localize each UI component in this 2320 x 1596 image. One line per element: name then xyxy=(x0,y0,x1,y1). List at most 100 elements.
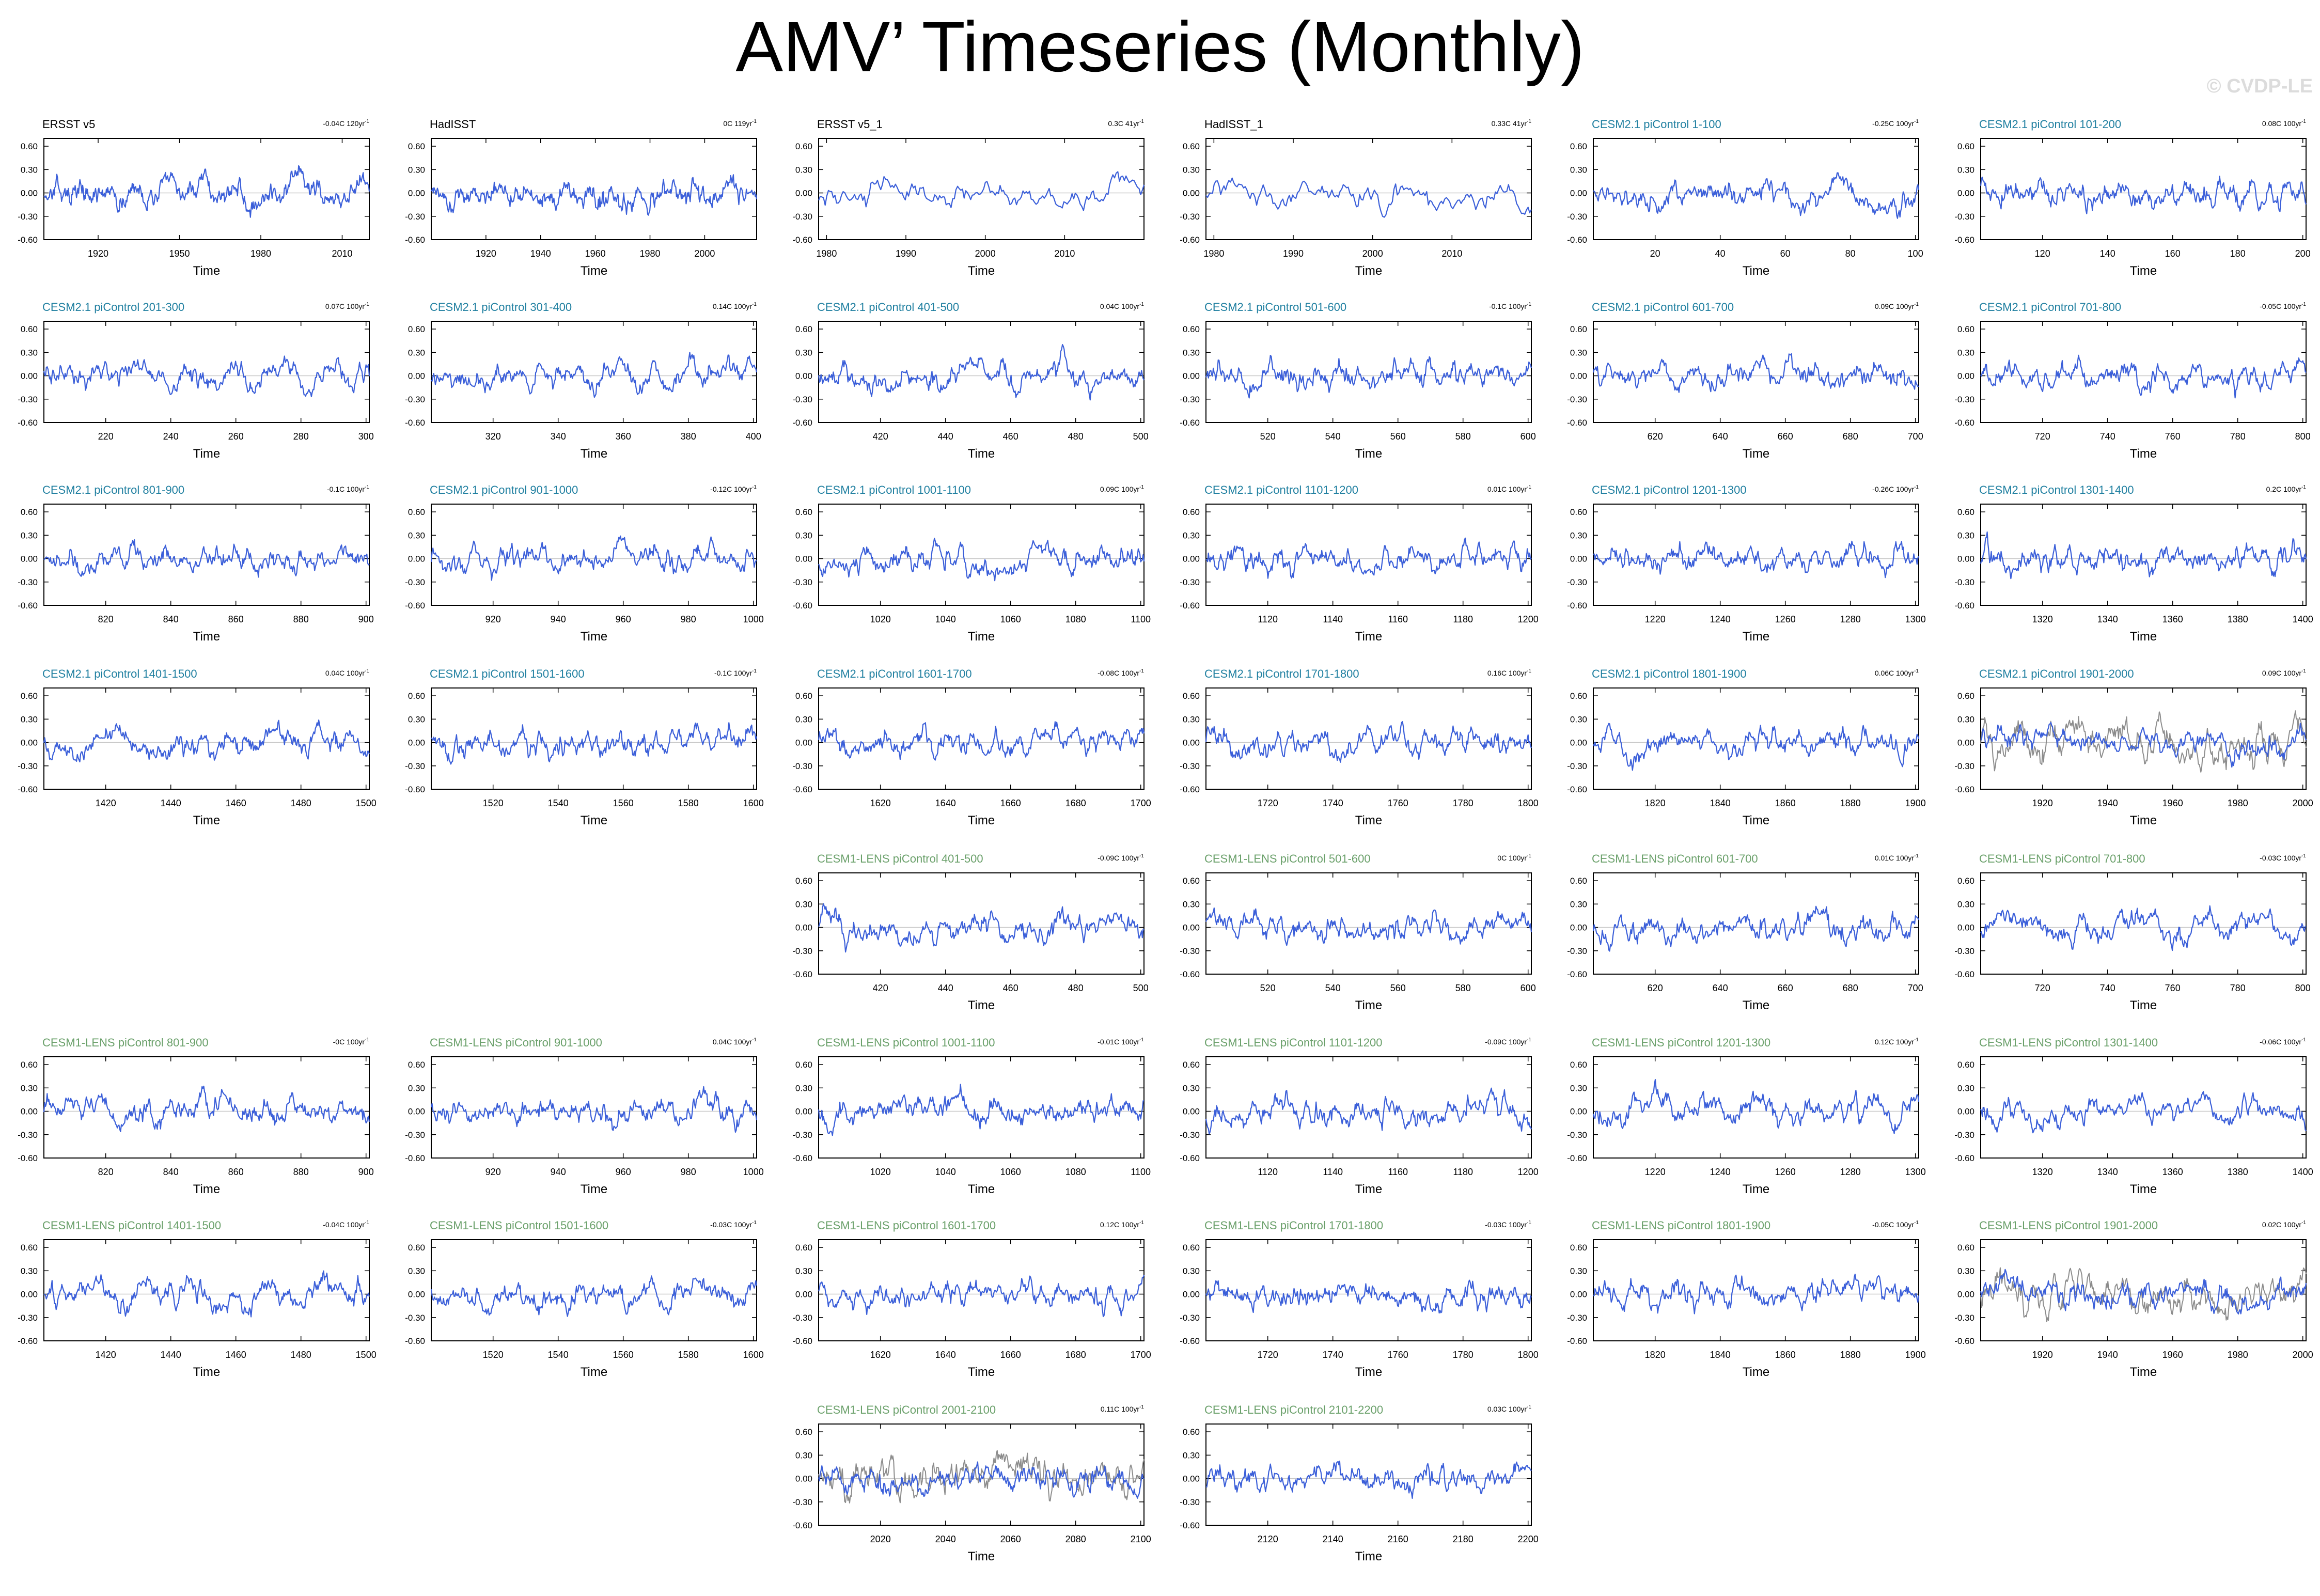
x-tick-label: 2000 xyxy=(1362,248,1383,259)
x-tick-label: 740 xyxy=(2100,431,2115,442)
x-tick-label: 100 xyxy=(1908,248,1923,259)
y-tick-label: 0.00 xyxy=(21,738,38,748)
x-tick-label: 1000 xyxy=(743,1167,764,1177)
panel-1: 0.60 0.30 0.00 -0.30 -0.60 1920 1940 1960 1980 20… xyxy=(405,118,758,278)
y-tick-label: -0.60 xyxy=(18,1153,38,1163)
y-tick-label: -0.30 xyxy=(1954,946,1974,956)
trend-label: 0.03C 100yr-1 xyxy=(1487,1404,1532,1413)
amv-series-line xyxy=(430,1086,758,1133)
x-tick-label: 900 xyxy=(358,614,374,624)
panel-18: 0.60 0.30 0.00 -0.30 -0.60 1420 1440 1460 1480 15… xyxy=(18,667,376,827)
x-tick-label: 2200 xyxy=(1518,1534,1539,1544)
y-tick-label: 0.00 xyxy=(1570,189,1587,198)
x-tick-label: 320 xyxy=(485,431,501,442)
panel-40: 0.60 0.30 0.00 -0.30 -0.60 2020 2040 2060 2080 21… xyxy=(792,1403,1151,1563)
x-tick-label: 380 xyxy=(681,431,696,442)
trend-label: -0.1C 100yr-1 xyxy=(1489,302,1531,310)
y-tick-label: 0.00 xyxy=(1570,371,1587,381)
panel-24: 0.60 0.30 0.00 -0.30 -0.60 420 440 460 480 500 Tim… xyxy=(792,852,1148,1012)
y-tick-label: 0.00 xyxy=(21,371,38,381)
x-tick-label: 700 xyxy=(1908,431,1923,442)
x-tick-label: 860 xyxy=(228,1167,244,1177)
panel-title: HadISST xyxy=(430,118,476,131)
plot-frame xyxy=(1980,504,2307,606)
y-tick-label: 0.00 xyxy=(1957,371,1974,381)
panel-26: 0.60 0.30 0.00 -0.30 -0.60 620 640 660 680 700 Tim… xyxy=(1567,852,1923,1012)
panel-title: CESM1-LENS piControl 1301-1400 xyxy=(1979,1036,2158,1049)
plot-frame xyxy=(1980,1056,2307,1159)
trend-label: -0.08C 100yr-1 xyxy=(1098,668,1144,677)
y-tick-label: 0.30 xyxy=(1183,165,1200,175)
y-tick-label: 0.60 xyxy=(1957,1060,1974,1070)
x-tick-label: 2020 xyxy=(870,1534,891,1544)
y-tick-label: 0.30 xyxy=(21,348,38,357)
x-tick-label: 1980 xyxy=(250,248,271,259)
x-tick-label: 1700 xyxy=(1131,798,1151,808)
y-tick-label: 0.30 xyxy=(21,165,38,175)
y-tick-label: -0.30 xyxy=(405,395,425,404)
x-tick-label: 1960 xyxy=(2162,1350,2183,1360)
plot-frame xyxy=(431,1056,757,1159)
y-tick-label: 0.60 xyxy=(408,1060,425,1070)
y-tick-label: 0.30 xyxy=(1570,1266,1587,1276)
plot-frame xyxy=(1980,138,2307,240)
y-tick-label: -0.30 xyxy=(405,761,425,771)
y-tick-label: 0.30 xyxy=(1570,714,1587,724)
trend-label: -0.06C 100yr-1 xyxy=(2260,1037,2306,1046)
amv-series-line xyxy=(818,538,1145,582)
y-tick-label: 0.00 xyxy=(1957,554,1974,564)
trend-label: -0C 100yr-1 xyxy=(333,1037,370,1046)
y-tick-label: 0.30 xyxy=(795,348,812,357)
x-tick-label: 1520 xyxy=(483,1350,504,1360)
panel-title: CESM2.1 piControl 1401-1500 xyxy=(42,667,197,680)
x-tick-label: 1980 xyxy=(640,248,661,259)
trend-label: -0.12C 100yr-1 xyxy=(710,484,757,493)
trend-label: -0.25C 100yr-1 xyxy=(1872,119,1919,128)
panel-4: 0.60 0.30 0.00 -0.30 -0.60 20 40 60 80 100 Time CES… xyxy=(1567,118,1923,278)
y-tick-label: 0.60 xyxy=(1570,1060,1587,1070)
x-tick-label: 520 xyxy=(1260,983,1276,993)
y-tick-label: -0.60 xyxy=(1954,1336,1974,1346)
y-tick-label: 0.60 xyxy=(1183,1060,1200,1070)
x-tick-label: 840 xyxy=(163,614,179,624)
x-tick-label: 1920 xyxy=(88,248,108,259)
plot-frame xyxy=(1593,138,1919,240)
x-tick-label: 480 xyxy=(1068,431,1084,442)
page-title: AMV’ Timeseries (Monthly) xyxy=(735,7,1585,87)
x-tick-label: 1980 xyxy=(2228,1350,2248,1360)
y-tick-label: 0.30 xyxy=(408,1266,425,1276)
x-tick-label: 1580 xyxy=(678,798,699,808)
trend-label: -0.03C 100yr-1 xyxy=(2260,853,2306,862)
x-tick-label: 460 xyxy=(1003,431,1018,442)
x-tick-label: 40 xyxy=(1715,248,1726,259)
plot-frame xyxy=(43,1239,370,1341)
y-tick-label: 0.30 xyxy=(408,714,425,724)
x-tick-label: 1780 xyxy=(1453,798,1473,808)
x-tick-label: 1800 xyxy=(1518,1350,1539,1360)
x-tick-label: 820 xyxy=(98,1167,114,1177)
y-tick-label: 0.30 xyxy=(1183,1450,1200,1460)
x-tick-label: 500 xyxy=(1133,431,1149,442)
x-tick-label: 1760 xyxy=(1388,1350,1408,1360)
x-tick-label: 540 xyxy=(1325,983,1341,993)
panel-7: 0.60 0.30 0.00 -0.30 -0.60 320 340 360 380 400 Tim… xyxy=(405,301,761,461)
x-axis-label: Time xyxy=(2130,998,2157,1012)
x-axis-label: Time xyxy=(1355,264,1382,278)
y-tick-label: -0.60 xyxy=(18,1336,38,1346)
x-tick-label: 1080 xyxy=(1065,614,1086,624)
y-tick-label: -0.30 xyxy=(1954,1130,1974,1140)
y-tick-label: 0.60 xyxy=(1570,691,1587,701)
plot-frame xyxy=(1593,872,1919,975)
y-tick-label: 0.00 xyxy=(408,738,425,748)
y-tick-label: 0.00 xyxy=(21,189,38,198)
y-tick-label: 0.00 xyxy=(1183,738,1200,748)
plot-frame xyxy=(1980,321,2307,423)
x-tick-label: 2010 xyxy=(1441,248,1462,259)
y-tick-label: 0.30 xyxy=(21,1083,38,1093)
y-tick-label: -0.30 xyxy=(405,1313,425,1323)
x-tick-label: 1500 xyxy=(356,1350,377,1360)
y-tick-label: -0.60 xyxy=(1180,1521,1200,1530)
y-tick-label: 0.60 xyxy=(21,1060,38,1070)
y-tick-label: 0.00 xyxy=(795,923,812,933)
